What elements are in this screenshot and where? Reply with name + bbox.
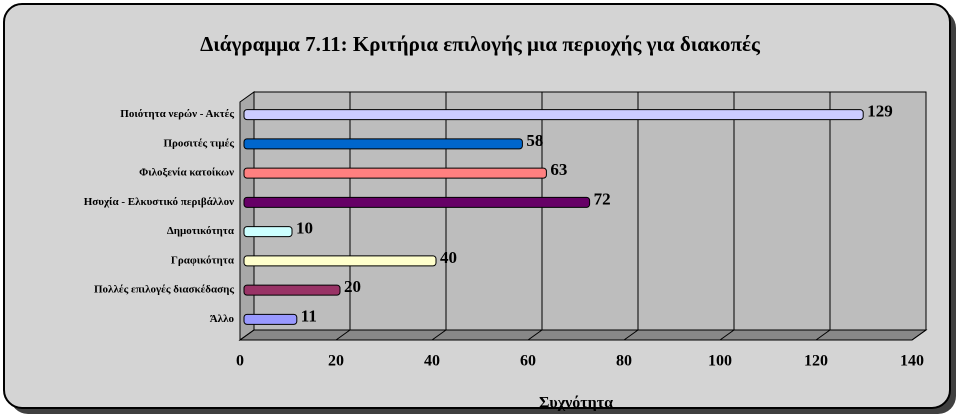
x-tick-label: 80 [616, 353, 632, 370]
x-tick-label: 120 [804, 353, 828, 370]
data-label: 11 [301, 306, 317, 325]
y-tick-label: Φιλοξενία κατοίκων [139, 167, 234, 179]
x-tick-label: 40 [424, 353, 440, 370]
bar [243, 226, 293, 238]
data-label: 40 [440, 248, 457, 267]
bar [243, 196, 591, 208]
floor-line [719, 329, 735, 341]
y-tick-label: Γραφικότητα [171, 254, 235, 266]
floor-line [239, 329, 255, 341]
data-label: 72 [594, 189, 611, 208]
y-tick-label: Ποιότητα νερών - Ακτές [120, 108, 234, 120]
floor-line [527, 329, 543, 341]
x-tick-label: 140 [900, 353, 924, 370]
bar [243, 313, 298, 325]
data-label: 10 [296, 219, 313, 238]
y-tick-label: Δημοτικότητα [167, 225, 235, 237]
data-label: 58 [526, 131, 543, 150]
y-tick-label: Ησυχία - Ελκυστικό περιβάλλον [84, 196, 234, 208]
floor-line [623, 329, 639, 341]
x-tick-label: 20 [328, 353, 344, 370]
bar [243, 284, 341, 296]
floor-line [335, 329, 351, 341]
bar [243, 109, 864, 121]
floor-line [911, 329, 927, 341]
data-label: 20 [344, 277, 361, 296]
bar [243, 167, 547, 179]
side-wall [239, 91, 255, 341]
floor-line [431, 329, 447, 341]
y-tick-label: Πολλές επιλογές διασκέδασης [94, 284, 234, 296]
data-label: 63 [550, 160, 567, 179]
x-tick-label: 100 [708, 353, 732, 370]
x-tick-label: 0 [236, 353, 244, 370]
y-tick-label: Άλλο [210, 313, 235, 325]
bar [243, 255, 437, 267]
x-axis-label: Συχνότητα [539, 395, 613, 412]
x-tick-label: 60 [520, 353, 536, 370]
y-tick-label: Προσιτές τιμές [163, 137, 234, 149]
bar [243, 138, 523, 150]
chart-title: Διάγραμμα 7.11: Κριτήρια επιλογής μια πε… [200, 32, 761, 56]
data-label: 129 [867, 102, 893, 121]
floor-line [815, 329, 831, 341]
